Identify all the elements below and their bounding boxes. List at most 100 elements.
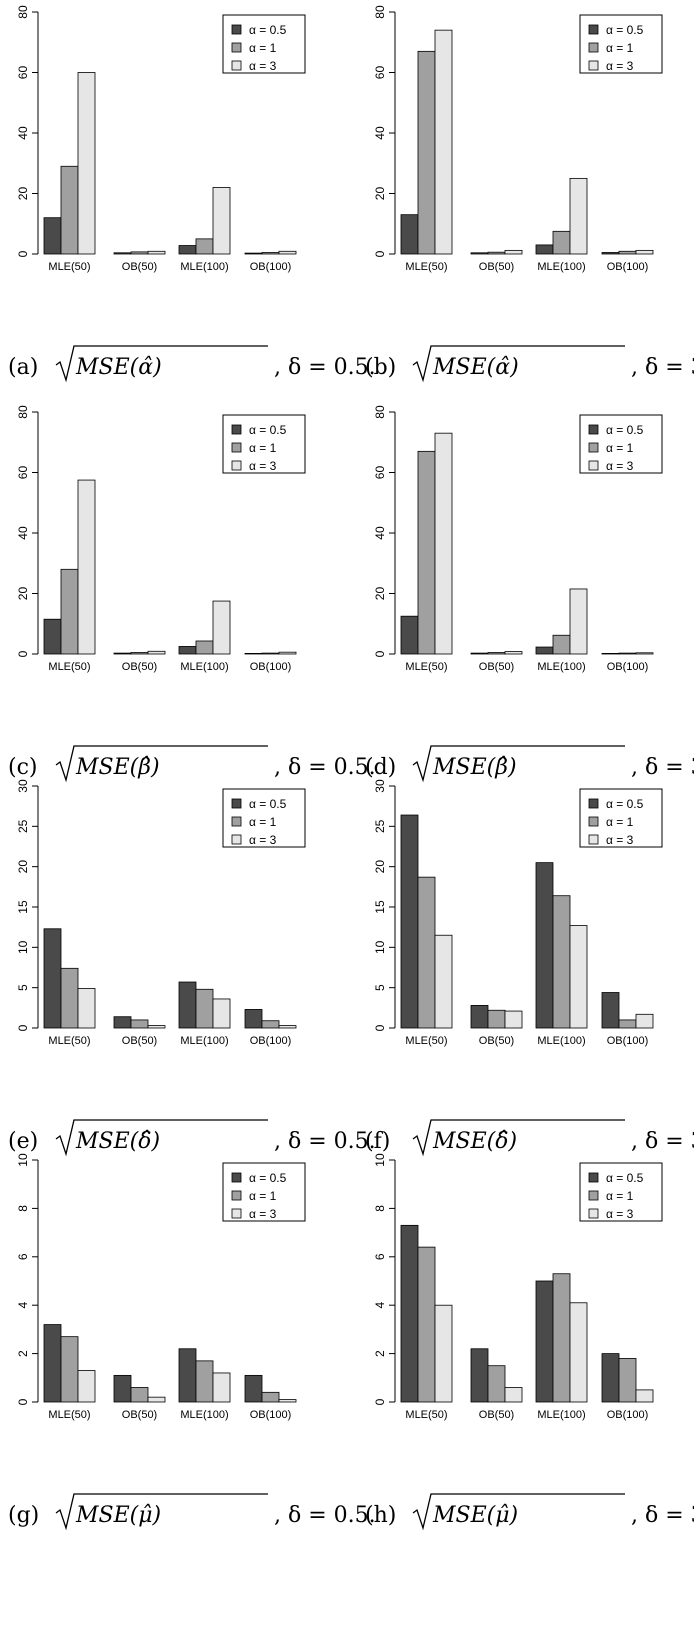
radical-sign	[55, 345, 268, 383]
bar	[504, 1387, 523, 1403]
legend-label: α = 0.5	[249, 423, 287, 437]
y-tick-label: 8	[16, 1205, 30, 1212]
caption-delta: , δ = 0.5.	[274, 355, 376, 380]
legend-swatch	[231, 42, 242, 53]
legend-label: α = 0.5	[606, 797, 644, 811]
caption-label: (c)	[8, 755, 38, 780]
bar	[601, 1353, 620, 1403]
legend-label: α = 1	[606, 41, 634, 55]
y-tick-label: 30	[16, 779, 30, 793]
bar	[195, 988, 214, 1029]
x-category-label: OB(50)	[479, 261, 514, 273]
bar	[434, 1304, 453, 1403]
bar	[178, 981, 197, 1029]
bar	[434, 432, 453, 655]
bar	[130, 251, 149, 255]
y-tick-label: 8	[373, 1205, 387, 1212]
caption-quantity: MSE(β̂)	[432, 755, 517, 780]
x-category-label: OB(50)	[479, 661, 514, 673]
bar	[60, 967, 79, 1029]
bar	[618, 1358, 637, 1403]
y-tick-label: 0	[16, 1398, 30, 1405]
legend-swatch	[588, 424, 599, 435]
bar	[261, 1391, 280, 1403]
y-tick-label: 80	[16, 5, 30, 19]
y-tick-label: 6	[373, 1253, 387, 1260]
bar	[487, 251, 506, 255]
legend-swatch	[231, 1190, 242, 1201]
y-tick-label: 60	[16, 466, 30, 480]
x-category-label: MLE(50)	[48, 1409, 90, 1421]
x-category-label: OB(100)	[607, 661, 649, 673]
chart-panel-a: 0 20 40 60 80 MLE(50) OB(50) MLE(100) OB(100) α =…	[8, 5, 376, 383]
legend-swatch	[588, 834, 599, 845]
bar	[212, 600, 231, 655]
bar	[43, 217, 62, 255]
caption-quantity: MSE(μ̂)	[432, 1503, 518, 1528]
y-tick-label: 20	[373, 587, 387, 601]
bar	[601, 252, 620, 255]
caption-delta: , δ = 0.5.	[274, 1503, 376, 1528]
bar	[278, 1025, 297, 1029]
bar	[278, 250, 297, 255]
chart-panel-h: 0 2 4 6 8 10 MLE(50) OB(50) MLE(100) OB(100) α = 0…	[365, 1153, 694, 1531]
x-category-label: MLE(50)	[405, 261, 447, 273]
bar	[635, 249, 654, 255]
bar	[60, 1336, 79, 1403]
bar	[60, 165, 79, 255]
x-category-label: MLE(50)	[48, 1035, 90, 1047]
legend-label: α = 0.5	[606, 423, 644, 437]
legend-swatch	[588, 1172, 599, 1183]
legend-label: α = 1	[249, 441, 277, 455]
bar	[147, 250, 166, 255]
bar	[130, 1019, 149, 1029]
bar	[470, 252, 489, 255]
bar	[113, 1016, 132, 1029]
bar	[261, 652, 280, 655]
y-tick-label: 2	[16, 1350, 30, 1357]
bar	[77, 1370, 96, 1403]
legend-label: α = 1	[606, 815, 634, 829]
x-category-label: MLE(50)	[48, 661, 90, 673]
bar	[244, 252, 263, 255]
x-category-label: MLE(100)	[180, 1409, 228, 1421]
caption-label: (e)	[8, 1129, 38, 1154]
legend-swatch	[231, 24, 242, 35]
y-tick-label: 5	[16, 984, 30, 991]
radical-sign	[412, 1119, 625, 1157]
legend-swatch	[588, 24, 599, 35]
panel-caption: (e) MSE(δ̂) , δ = 0.5.	[8, 1119, 376, 1157]
x-category-label: OB(100)	[250, 1035, 292, 1047]
legend-swatch	[231, 60, 242, 71]
caption-label: (f)	[365, 1129, 390, 1154]
legend-swatch	[231, 798, 242, 809]
legend-swatch	[588, 442, 599, 453]
y-tick-label: 0	[16, 1024, 30, 1031]
panel-caption: (a) MSE(α̂) , δ = 0.5.	[8, 345, 376, 383]
x-category-label: OB(50)	[122, 1409, 157, 1421]
bar	[552, 895, 571, 1029]
y-tick-label: 60	[16, 66, 30, 80]
panel-caption: (h) MSE(μ̂) , δ = 3.	[365, 1493, 694, 1531]
bar	[212, 1372, 231, 1403]
y-tick-label: 2	[373, 1350, 387, 1357]
y-tick-label: 15	[373, 900, 387, 914]
bar	[552, 1273, 571, 1403]
y-tick-label: 40	[373, 126, 387, 140]
y-tick-label: 4	[373, 1302, 387, 1309]
y-tick-label: 4	[16, 1302, 30, 1309]
legend-label: α = 0.5	[606, 23, 644, 37]
bar	[130, 1387, 149, 1403]
x-category-label: MLE(100)	[537, 1409, 585, 1421]
bar	[535, 1280, 554, 1403]
legend-label: α = 3	[249, 1207, 277, 1221]
x-category-label: OB(50)	[122, 261, 157, 273]
bar	[569, 1302, 588, 1403]
caption-quantity: MSE(α̂)	[432, 355, 519, 380]
legend-label: α = 1	[249, 41, 277, 55]
bar	[77, 72, 96, 255]
bar	[130, 652, 149, 655]
bar	[195, 640, 214, 655]
legend-swatch	[231, 442, 242, 453]
